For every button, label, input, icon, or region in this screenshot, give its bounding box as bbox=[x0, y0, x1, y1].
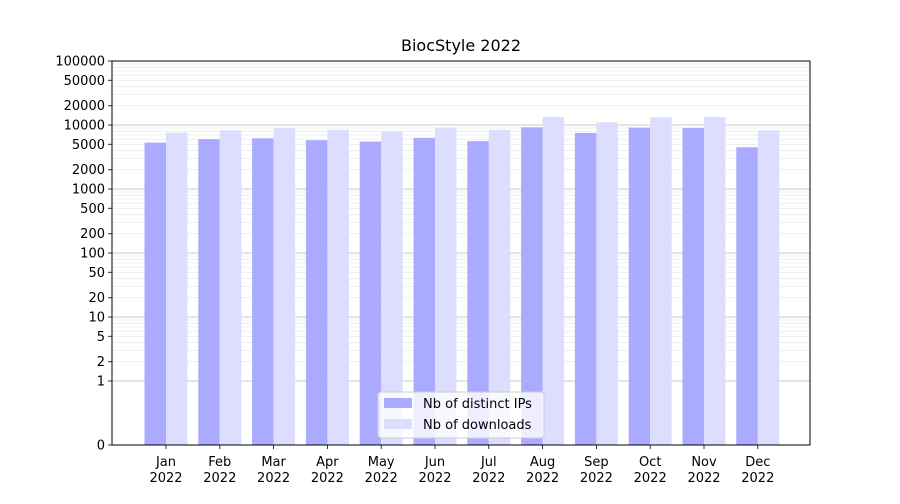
x-tick-label-month: Jun bbox=[424, 455, 445, 470]
axes: 0 1 2 5 10 20 50 100 200 500 1000 2000 5000 10000 2000… bbox=[55, 55, 811, 486]
bar-distinct-ips-jan bbox=[144, 142, 166, 445]
bar-downloads-apr bbox=[327, 129, 349, 445]
x-tick-label-year: 2022 bbox=[311, 471, 344, 486]
bar-distinct-ips-dec bbox=[736, 147, 758, 445]
legend-label: Nb of distinct IPs bbox=[423, 397, 532, 412]
legend-label: Nb of downloads bbox=[423, 418, 532, 433]
x-tick-label-month: Feb bbox=[208, 455, 231, 470]
bar-distinct-ips-jul bbox=[467, 141, 489, 445]
bar-downloads-sep bbox=[596, 122, 618, 446]
y-tick-label: 2000 bbox=[72, 163, 105, 178]
y-tick-label: 50 bbox=[88, 266, 105, 281]
x-tick-label-month: Sep bbox=[584, 455, 609, 470]
y-tick-label: 20 bbox=[88, 291, 105, 306]
x-tick-label-month: Nov bbox=[691, 455, 717, 470]
y-tick-label: 100000 bbox=[55, 55, 105, 70]
y-tick-label: 1 bbox=[97, 375, 105, 390]
chart-title: BiocStyle 2022 bbox=[401, 36, 521, 55]
bar-downloads-feb bbox=[219, 130, 242, 445]
bar-distinct-ips-aug bbox=[521, 127, 543, 446]
x-tick-label-month: May bbox=[368, 455, 395, 470]
x-tick-label-month: Jul bbox=[480, 455, 497, 470]
bar-downloads-nov bbox=[704, 117, 726, 446]
y-tick-label: 200 bbox=[80, 227, 105, 242]
x-tick-label-month: Aug bbox=[530, 455, 555, 470]
x-tick-label-year: 2022 bbox=[365, 471, 398, 486]
bars bbox=[144, 117, 780, 446]
legend-swatch bbox=[384, 398, 412, 408]
bar-downloads-oct bbox=[650, 117, 672, 446]
bar-distinct-ips-nov bbox=[682, 127, 704, 446]
bar-distinct-ips-oct bbox=[628, 127, 651, 446]
y-tick-label: 5 bbox=[97, 330, 105, 345]
x-tick-label-month: Apr bbox=[316, 455, 339, 470]
legend: Nb of distinct IPs Nb of downloads bbox=[377, 391, 545, 439]
x-tick-label-year: 2022 bbox=[687, 471, 720, 486]
y-tick-label: 20000 bbox=[64, 99, 105, 114]
x-tick-label-year: 2022 bbox=[741, 471, 774, 486]
bar-downloads-aug bbox=[542, 117, 565, 446]
y-tick-label: 100 bbox=[80, 247, 105, 262]
y-tick-label: 0 bbox=[97, 439, 105, 454]
y-tick-label: 2 bbox=[97, 355, 105, 370]
x-tick-label-year: 2022 bbox=[149, 471, 182, 486]
bar-downloads-mar bbox=[273, 127, 296, 446]
legend-box bbox=[377, 391, 545, 439]
x-tick-label-month: Mar bbox=[261, 455, 286, 470]
y-tick-label: 50000 bbox=[64, 74, 105, 89]
y-tick-label: 1000 bbox=[72, 183, 105, 198]
bar-distinct-ips-may bbox=[359, 141, 382, 445]
bar-downloads-jul bbox=[488, 129, 511, 445]
x-tick-label-year: 2022 bbox=[634, 471, 667, 486]
x-tick-label-year: 2022 bbox=[418, 471, 451, 486]
y-tick-label: 5000 bbox=[72, 138, 105, 153]
bar-downloads-dec bbox=[757, 130, 780, 445]
x-tick-label-month: Jan bbox=[155, 455, 176, 470]
x-tick-label-month: Dec bbox=[745, 455, 770, 470]
x-tick-label-year: 2022 bbox=[580, 471, 613, 486]
x-tick-label-year: 2022 bbox=[257, 471, 290, 486]
y-tick-label: 10000 bbox=[64, 119, 105, 134]
legend-swatch bbox=[384, 419, 412, 429]
bar-distinct-ips-mar bbox=[252, 138, 274, 445]
x-tick-label-month: Oct bbox=[639, 455, 661, 470]
y-tick-label: 500 bbox=[80, 202, 105, 217]
x-tick-label-year: 2022 bbox=[472, 471, 505, 486]
bar-downloads-jun bbox=[435, 127, 457, 446]
y-tick-label: 10 bbox=[88, 311, 105, 326]
x-tick-label-year: 2022 bbox=[203, 471, 236, 486]
x-tick-label-year: 2022 bbox=[526, 471, 559, 486]
bar-distinct-ips-jun bbox=[413, 137, 435, 445]
bar-downloads-jan bbox=[166, 132, 188, 445]
bar-distinct-ips-feb bbox=[198, 139, 220, 446]
bar-distinct-ips-sep bbox=[574, 132, 597, 445]
bar-downloads-may bbox=[381, 131, 403, 445]
bar-distinct-ips-apr bbox=[305, 140, 328, 445]
